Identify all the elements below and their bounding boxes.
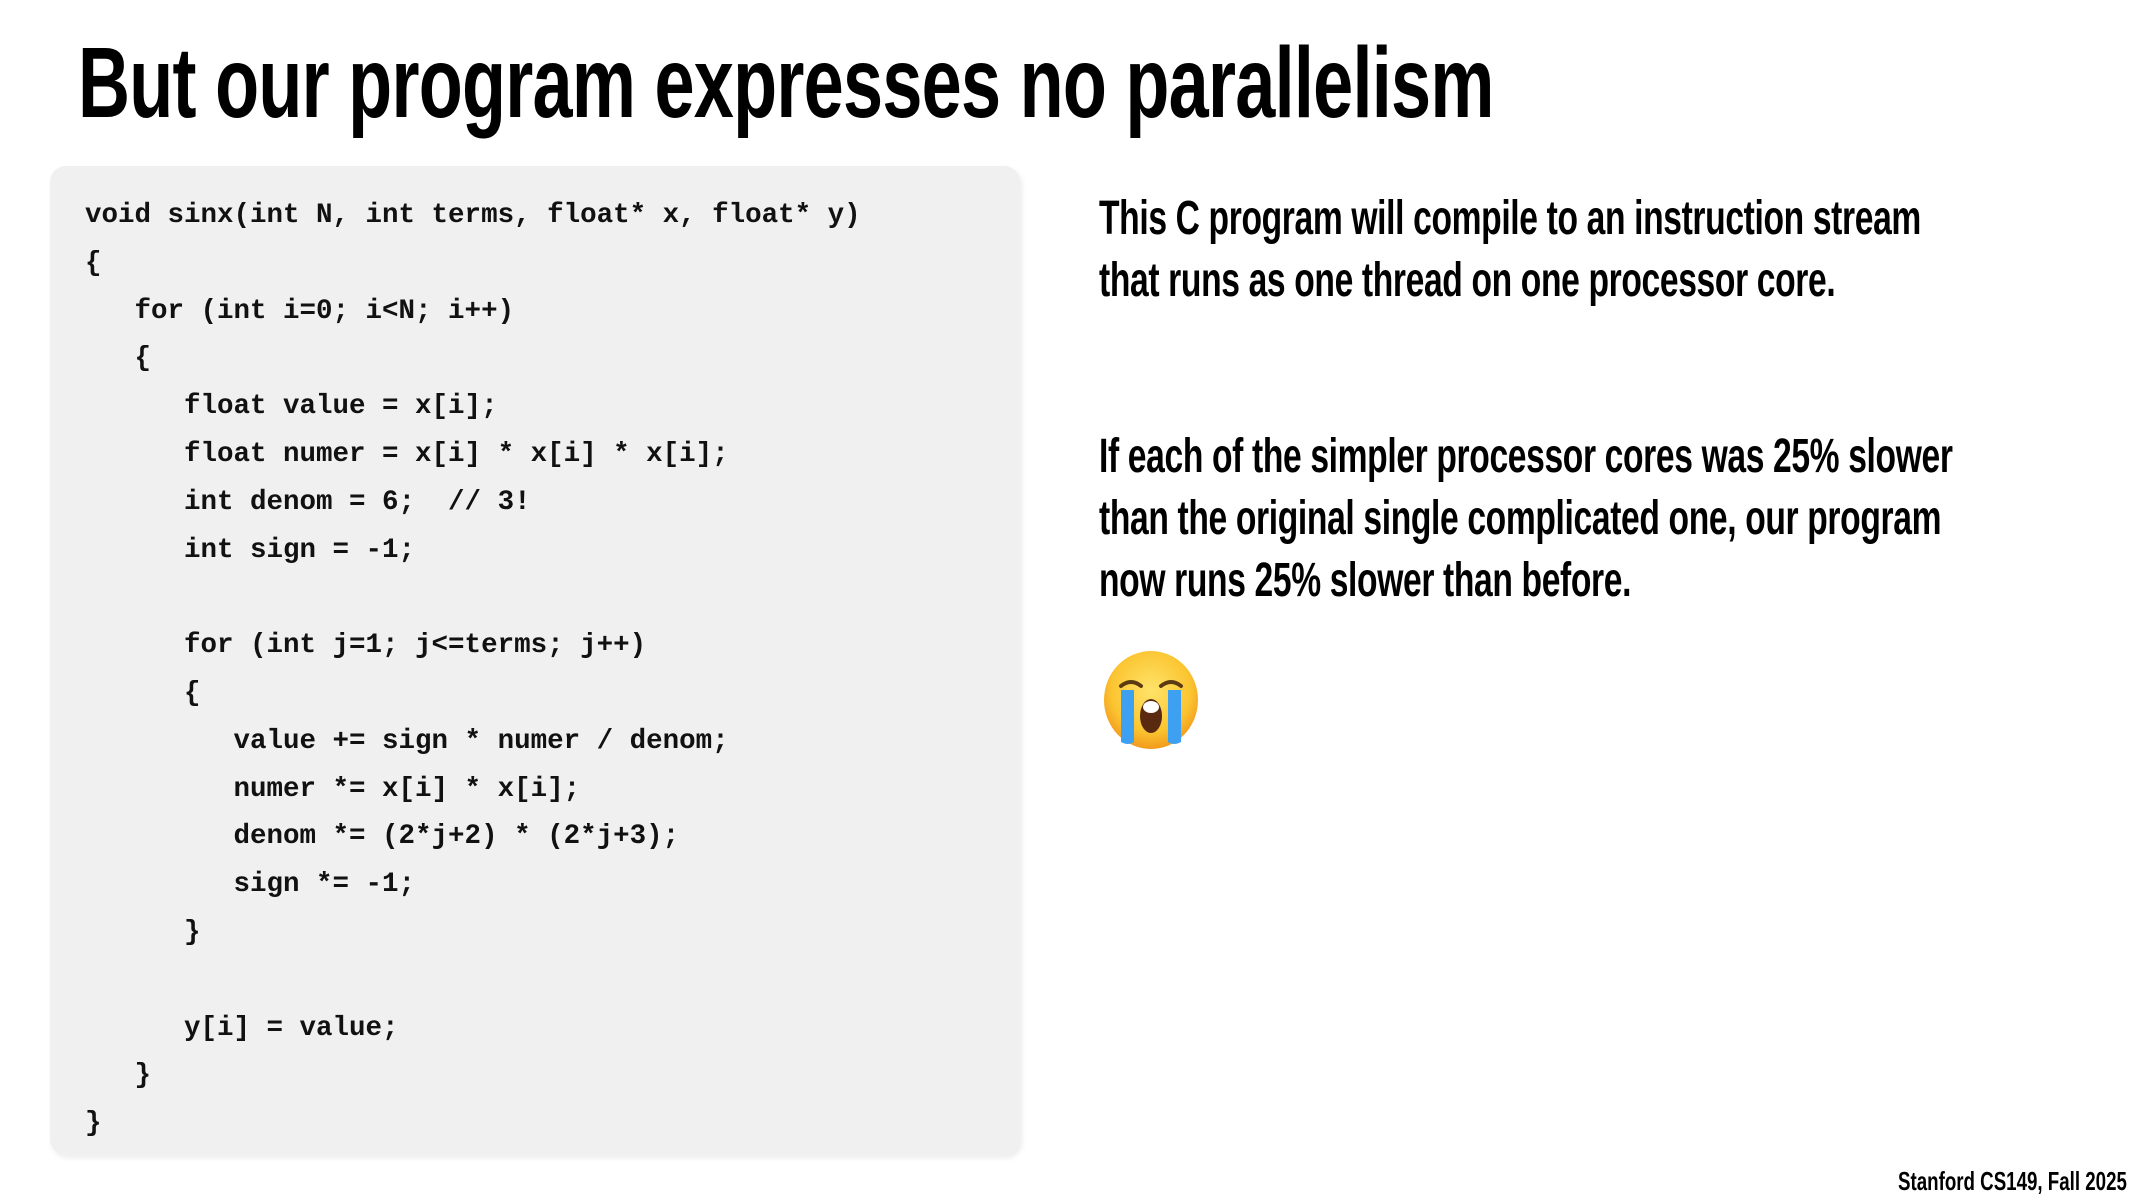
paragraph-line: If each of the simpler processor cores w…	[1099, 430, 1953, 483]
loudly-crying-face-icon	[1104, 651, 1198, 749]
code-line	[85, 957, 861, 1005]
code-line: for (int i=0; i<N; i++)	[85, 295, 515, 327]
paragraph-line: than the original single complicated one…	[1099, 492, 1942, 545]
code-line: void sinx(int N, int terms, float* x, fl…	[85, 200, 861, 231]
paragraph-slower-cores: If each of the simpler processor cores w…	[1099, 426, 2133, 612]
code-line: float numer = x[i] * x[i] * x[i];	[85, 438, 729, 470]
code-line: float value = x[i];	[85, 391, 498, 423]
slide-title: But our program expresses no parallelism	[78, 27, 1494, 139]
code-line: for (int j=1; j<=terms; j++)	[85, 630, 647, 662]
code-line	[85, 574, 861, 622]
paragraph-single-thread: This C program will compile to an instru…	[1099, 188, 2133, 312]
footer-course-label: Stanford CS149, Fall 2025	[1898, 1166, 2127, 1196]
code-line: }	[85, 1108, 102, 1140]
code-block: void sinx(int N, int terms, float* x, fl…	[50, 166, 1020, 1155]
code-line: numer *= x[i] * x[i];	[85, 773, 581, 805]
code-listing: void sinx(int N, int terms, float* x, fl…	[85, 192, 861, 1148]
paragraph-line: that runs as one thread on one processor…	[1099, 254, 1836, 307]
code-line: int denom = 6; // 3!	[85, 486, 531, 518]
code-line: }	[85, 916, 201, 948]
code-line: value += sign * numer / denom;	[85, 725, 729, 757]
code-line: }	[85, 1060, 152, 1092]
code-line: sign *= -1;	[85, 869, 416, 901]
code-line: denom *= (2*j+2) * (2*j+3);	[85, 821, 680, 853]
code-line: y[i] = value;	[85, 1012, 399, 1044]
code-line: {	[85, 343, 152, 375]
code-line: {	[85, 677, 201, 709]
code-line: {	[85, 247, 102, 279]
paragraph-line: now runs 25% slower than before.	[1099, 554, 1632, 607]
code-line: int sign = -1;	[85, 534, 416, 566]
paragraph-line: This C program will compile to an instru…	[1099, 192, 1921, 245]
